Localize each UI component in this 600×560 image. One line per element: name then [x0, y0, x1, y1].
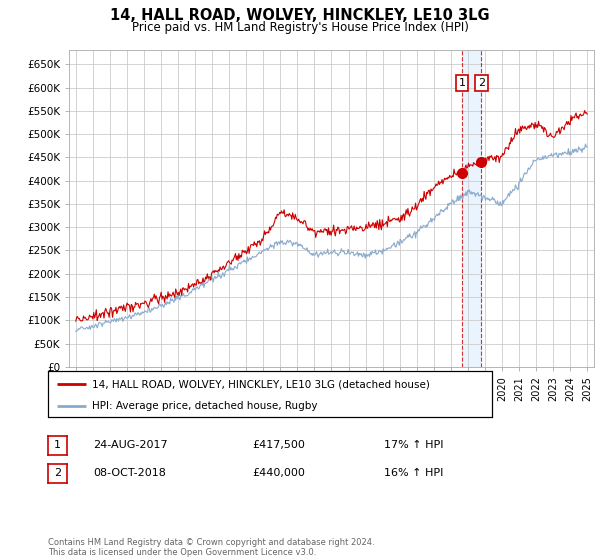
Text: 2: 2	[54, 469, 61, 478]
Text: 08-OCT-2018: 08-OCT-2018	[93, 468, 166, 478]
Text: £440,000: £440,000	[252, 468, 305, 478]
Text: 2: 2	[478, 78, 485, 88]
Text: £417,500: £417,500	[252, 440, 305, 450]
Text: 16% ↑ HPI: 16% ↑ HPI	[384, 468, 443, 478]
Text: 14, HALL ROAD, WOLVEY, HINCKLEY, LE10 3LG: 14, HALL ROAD, WOLVEY, HINCKLEY, LE10 3L…	[110, 8, 490, 24]
Text: Contains HM Land Registry data © Crown copyright and database right 2024.
This d: Contains HM Land Registry data © Crown c…	[48, 538, 374, 557]
Text: 14, HALL ROAD, WOLVEY, HINCKLEY, LE10 3LG (detached house): 14, HALL ROAD, WOLVEY, HINCKLEY, LE10 3L…	[92, 379, 430, 389]
Text: Price paid vs. HM Land Registry's House Price Index (HPI): Price paid vs. HM Land Registry's House …	[131, 21, 469, 34]
Text: 1: 1	[54, 441, 61, 450]
Text: 24-AUG-2017: 24-AUG-2017	[93, 440, 167, 450]
Text: 1: 1	[458, 78, 466, 88]
Text: HPI: Average price, detached house, Rugby: HPI: Average price, detached house, Rugb…	[92, 401, 318, 410]
Bar	[462, 50, 481, 367]
Text: 17% ↑ HPI: 17% ↑ HPI	[384, 440, 443, 450]
